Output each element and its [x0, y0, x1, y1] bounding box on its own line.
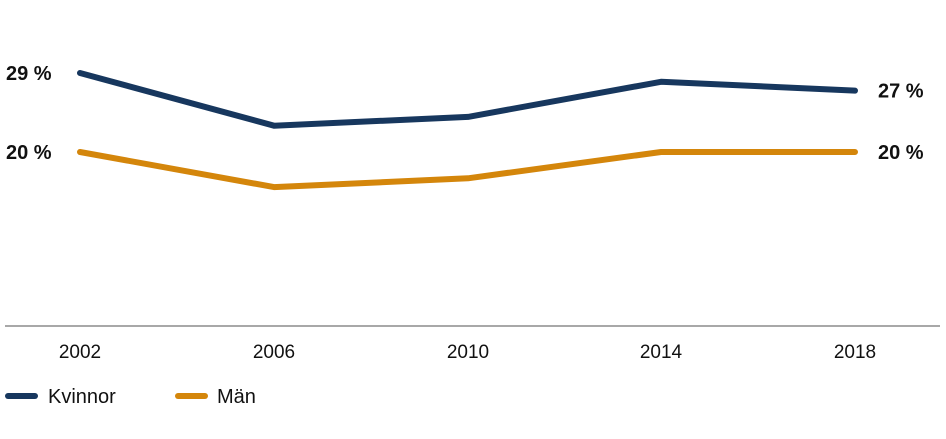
- x-tick-label-2006: 2006: [253, 342, 295, 363]
- legend-label-kvinnor: Kvinnor: [48, 386, 116, 408]
- end-value-label-kvinnor: 27 %: [878, 81, 924, 103]
- series-line-man: [77, 149, 858, 191]
- x-tick-label-2014: 2014: [640, 342, 683, 363]
- x-tick-label-2002: 2002: [59, 342, 101, 363]
- x-tick-label-2010: 2010: [447, 342, 489, 363]
- series-line-kvinnor: [77, 70, 858, 129]
- x-tick-labels: 2002 2006 2010 2014 2018: [59, 342, 876, 363]
- end-value-label-man: 20 %: [878, 142, 924, 164]
- x-tick-label-2018: 2018: [834, 342, 876, 363]
- legend-label-man: Män: [217, 386, 256, 408]
- legend: Kvinnor Män: [5, 386, 256, 408]
- label-layer: 29 % 27 % 20 % 20 %: [6, 63, 924, 164]
- series-layer: [77, 70, 858, 191]
- start-value-label-man: 20 %: [6, 142, 52, 164]
- start-value-label-kvinnor: 29 %: [6, 63, 52, 85]
